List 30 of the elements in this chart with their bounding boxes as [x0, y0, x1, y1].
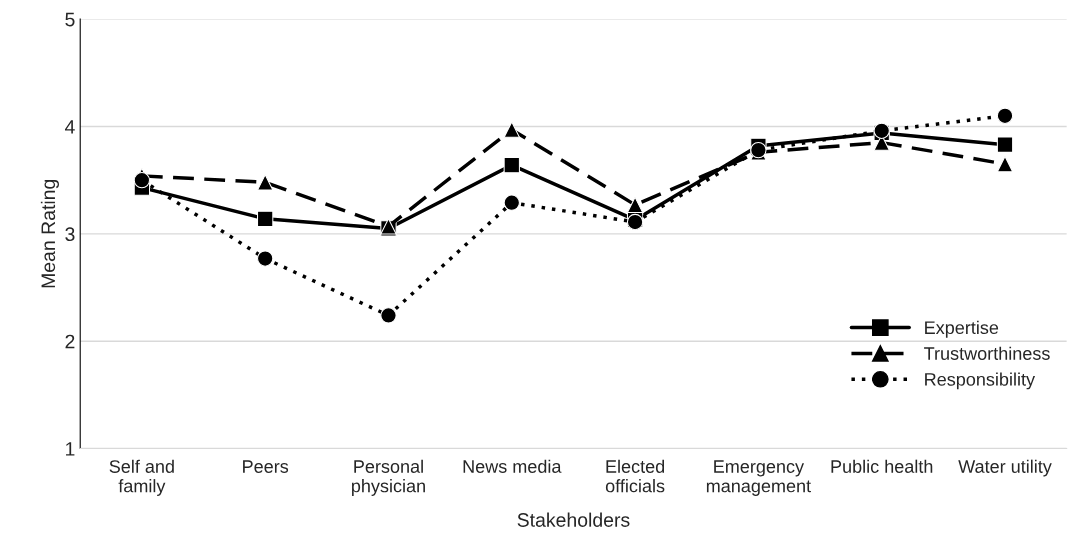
point — [503, 156, 520, 174]
point — [996, 155, 1014, 173]
x-tick-label: Elected officials — [605, 459, 665, 493]
x-tick-label: News media — [463, 459, 562, 473]
point — [257, 174, 274, 191]
point — [503, 194, 520, 211]
y-tick-label: 2 — [65, 334, 75, 349]
legend-label: Trustworthiness — [924, 346, 1050, 360]
x-axis-title: Stakeholders — [517, 512, 630, 527]
point — [996, 136, 1014, 153]
point — [380, 307, 397, 324]
y-tick-label: 5 — [65, 12, 75, 27]
legend-label: Expertise — [925, 320, 999, 338]
x-tick-label: Public health — [831, 459, 933, 473]
x-tick-label: Emergency management — [706, 460, 811, 496]
point — [996, 107, 1014, 124]
x-tick-label: Self and family — [109, 459, 174, 496]
y-tick-label: 1 — [66, 442, 75, 456]
y-tick-label: 4 — [64, 120, 75, 134]
point — [257, 250, 274, 267]
x-tick-label: Water utility — [958, 459, 1052, 477]
point — [257, 210, 274, 227]
point — [133, 172, 151, 189]
point — [626, 196, 644, 214]
legend-label: Responsibility — [925, 372, 1036, 390]
point — [503, 121, 520, 138]
x-tick-label: Personal physician — [352, 459, 425, 496]
y-axis-title: Mean Rating — [40, 179, 59, 288]
x-tick-label: Peers — [243, 460, 289, 473]
y-tick-label: 3 — [65, 227, 75, 242]
